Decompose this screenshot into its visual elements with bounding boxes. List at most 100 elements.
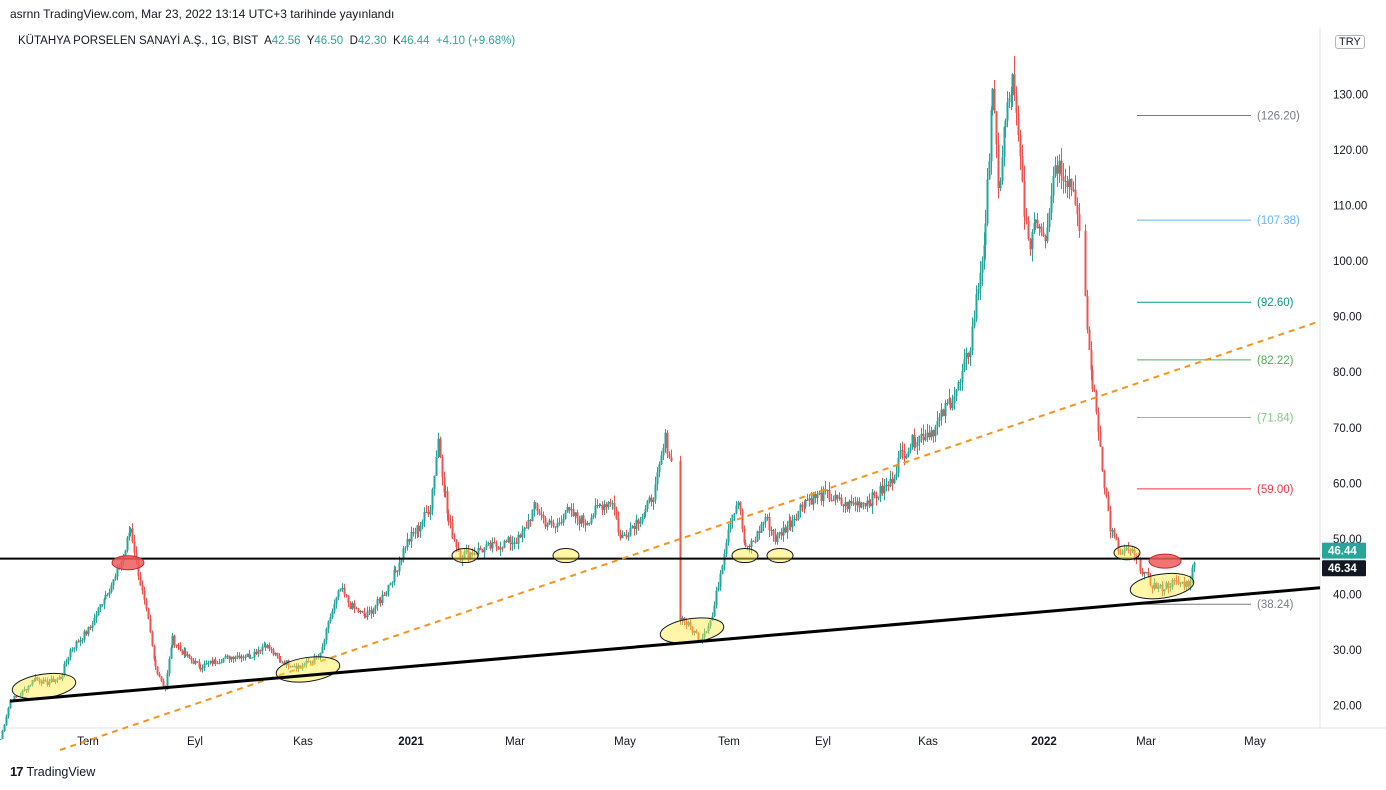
candle-body bbox=[883, 485, 886, 494]
candle-body bbox=[1149, 575, 1152, 586]
close-value: 46.44 bbox=[400, 35, 430, 47]
candle-body bbox=[1046, 227, 1049, 242]
candle-body bbox=[128, 532, 131, 538]
candle-body bbox=[495, 542, 498, 547]
candle-body bbox=[1004, 120, 1007, 127]
candle-body bbox=[266, 644, 269, 648]
candle-body bbox=[321, 646, 324, 653]
candle-body bbox=[1015, 95, 1018, 113]
candle-body bbox=[858, 501, 861, 508]
candle-body bbox=[907, 451, 910, 456]
candle-body bbox=[744, 542, 747, 546]
candle-body bbox=[1066, 180, 1069, 188]
candle-body bbox=[71, 648, 74, 650]
candle-body bbox=[389, 583, 392, 585]
candle-body bbox=[297, 665, 300, 669]
candle-body bbox=[572, 509, 575, 517]
candle-body bbox=[592, 515, 595, 518]
candle-body bbox=[776, 533, 779, 542]
candle-body bbox=[201, 668, 204, 670]
candle-body bbox=[668, 453, 671, 458]
candle-body bbox=[1090, 349, 1093, 370]
candle-body bbox=[347, 596, 350, 603]
candle-body bbox=[814, 494, 817, 499]
candle-body bbox=[1019, 134, 1022, 157]
candle-body bbox=[546, 524, 549, 527]
candle-body bbox=[609, 502, 612, 504]
candle-body bbox=[1125, 547, 1128, 551]
candle-body bbox=[443, 477, 446, 493]
close-label: K bbox=[393, 35, 401, 47]
candle-body bbox=[29, 684, 32, 686]
candle-body bbox=[1155, 582, 1158, 589]
candle-body bbox=[791, 520, 794, 528]
candle-body bbox=[932, 430, 935, 437]
candle-body bbox=[1006, 102, 1009, 121]
candle-body bbox=[850, 500, 853, 504]
candle-body bbox=[527, 520, 530, 529]
candle-body bbox=[151, 632, 154, 646]
candle-body bbox=[355, 608, 358, 610]
candle-body bbox=[435, 456, 438, 476]
candle-body bbox=[311, 661, 314, 663]
candle-body bbox=[437, 438, 440, 457]
candle-body bbox=[459, 551, 462, 561]
support-ellipse bbox=[1113, 545, 1141, 561]
candle-body bbox=[489, 542, 492, 549]
candle-body bbox=[1175, 580, 1178, 582]
candle-body bbox=[733, 513, 736, 515]
candle-body bbox=[955, 389, 958, 397]
candle-body bbox=[731, 514, 734, 522]
candle-body bbox=[278, 656, 281, 660]
candle-body bbox=[236, 655, 239, 657]
candle-body bbox=[465, 550, 468, 553]
candle-body bbox=[965, 352, 968, 360]
currency-badge[interactable]: TRY bbox=[1335, 35, 1365, 49]
candle-body bbox=[770, 530, 773, 532]
candle-body bbox=[934, 426, 937, 437]
candle-body bbox=[869, 503, 872, 507]
candle-body bbox=[79, 639, 82, 643]
chart-area[interactable]: 20.00 30.00 40.00 50.00 60.00 70.00 80.00 90.00… bbox=[0, 28, 1386, 758]
candle-body bbox=[1133, 549, 1136, 555]
candle-body bbox=[75, 641, 78, 648]
candle-body bbox=[926, 432, 929, 438]
candle-body bbox=[1040, 226, 1043, 233]
candle-body bbox=[149, 618, 152, 633]
candle-body bbox=[1099, 431, 1102, 447]
candle-body bbox=[467, 550, 470, 559]
tradingview-logo-icon: 17 bbox=[10, 764, 24, 779]
candle-body bbox=[1025, 216, 1028, 222]
candle-body bbox=[135, 552, 138, 559]
candle-body bbox=[879, 485, 882, 497]
candle-body bbox=[834, 494, 837, 501]
candle-body bbox=[570, 509, 573, 511]
candle-body bbox=[1147, 572, 1150, 576]
candle-body bbox=[1101, 446, 1104, 471]
candle-body bbox=[414, 532, 417, 534]
candle-body bbox=[599, 505, 602, 507]
candle-body bbox=[1013, 74, 1016, 96]
candle-body bbox=[335, 597, 338, 604]
candle-body bbox=[485, 544, 488, 548]
candle-body bbox=[73, 647, 76, 649]
candle-body bbox=[36, 677, 39, 679]
candle-body bbox=[1078, 214, 1081, 232]
candle-body bbox=[141, 585, 144, 591]
candle-body bbox=[1086, 296, 1089, 330]
candle-body bbox=[507, 537, 510, 542]
x-tick-label: Tem bbox=[718, 736, 740, 748]
candle-body bbox=[166, 673, 169, 690]
x-tick-label: 2022 bbox=[1031, 736, 1057, 748]
x-tick-label: Kas bbox=[918, 736, 938, 748]
candle-body bbox=[938, 417, 941, 421]
candle-body bbox=[181, 649, 184, 655]
candle-body bbox=[89, 627, 92, 629]
candle-body bbox=[1183, 581, 1186, 588]
candle-body bbox=[881, 485, 884, 494]
candle-body bbox=[860, 502, 863, 508]
price-chart[interactable]: 20.0030.0040.0050.0060.0070.0080.0090.00… bbox=[0, 28, 1386, 758]
candle-body bbox=[433, 475, 436, 490]
candle-body bbox=[544, 518, 547, 527]
candle-body bbox=[427, 512, 430, 515]
